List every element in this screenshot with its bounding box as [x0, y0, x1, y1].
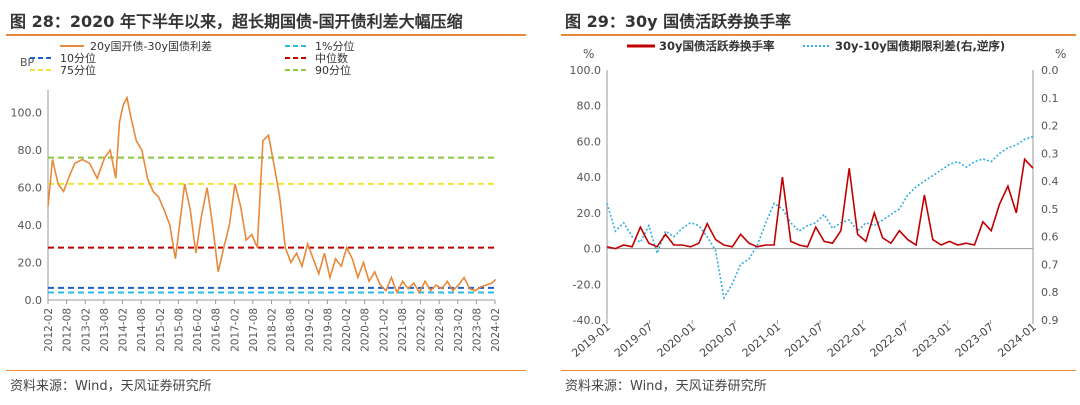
- left-source: 资料来源：Wind，天风证券研究所: [10, 379, 212, 394]
- left-x-tick-label: 2012-08: [62, 308, 74, 352]
- right-x-tick-label: 2023-07: [953, 320, 997, 360]
- right-series-turnover-line: [606, 157, 1034, 250]
- left-x-tick-label: 2018-08: [285, 308, 297, 352]
- right-left-tick-label: 60.0: [577, 135, 602, 148]
- left-legend-label: 20y国开债-30y国债利差: [90, 39, 212, 53]
- right-title-rule: [561, 34, 1076, 36]
- left-legend-label: 90分位: [315, 63, 351, 77]
- left-y-tick-label: 0.0: [25, 294, 43, 307]
- left-title-text: 2020 年下半年以来，超长期国债-国开债利差大幅压缩: [69, 12, 463, 31]
- right-x-tick-label: 2023-01: [910, 320, 954, 360]
- left-legend-label: 10分位: [60, 51, 96, 65]
- left-chart-panel: 图 28：2020 年下半年以来，超长期国债-国开债利差大幅压缩 BP 0.0 20…: [0, 0, 530, 405]
- right-left-tick-label: 40.0: [577, 171, 602, 184]
- right-chart: % % -40.0 -20.0 0.0 20.0 40.0 60.0 80.0 100.0 0.0 0…: [569, 39, 1066, 360]
- right-x-tick-label: 2022-07: [868, 320, 912, 360]
- left-x-tick-label: 2022-02: [416, 308, 428, 352]
- left-x-tick-label: 2012-02: [43, 308, 55, 352]
- left-x-tick-label: 2020-08: [360, 308, 372, 352]
- right-right-tick-label: 0.7: [1041, 258, 1059, 271]
- right-left-unit-label: %: [583, 47, 594, 61]
- left-source-rule: [6, 370, 526, 371]
- left-y-tick-label: 80.0: [18, 144, 43, 157]
- right-right-tick-label: 0.9: [1041, 314, 1059, 327]
- right-x-tick-label: 2020-01: [655, 320, 699, 360]
- left-x-tick-label: 2021-08: [397, 308, 409, 352]
- right-legend-label-spread: 30y-10y国债期限利差(右,逆序): [835, 39, 1005, 53]
- left-x-tick-label: 2014-08: [136, 308, 148, 352]
- left-x-tick-label: 2023-02: [453, 308, 465, 352]
- left-legend-label: 75分位: [60, 63, 96, 77]
- right-right-tick-label: 0.2: [1041, 120, 1059, 133]
- left-x-tick-label: 2015-08: [173, 308, 185, 352]
- left-x-tick-label: 2017-02: [229, 308, 241, 352]
- right-right-tick-label: 0.3: [1041, 147, 1059, 160]
- right-legend-label-turnover: 30y国债活跃券换手率: [659, 39, 775, 53]
- right-series-spread-line: [606, 135, 1034, 301]
- right-title-text: 30y 国债活跃券换手率: [624, 12, 792, 31]
- left-x-tick-label: 2024-02: [490, 308, 502, 352]
- right-x-tick-label: 2020-07: [697, 320, 741, 360]
- right-x-tick-label: 2024-01: [995, 320, 1039, 360]
- left-x-tick-label: 2013-02: [80, 308, 92, 352]
- left-x-tick-label: 2019-08: [322, 308, 334, 352]
- left-x-tick-label: 2023-08: [471, 308, 483, 352]
- right-x-tick-label: 2022-01: [825, 320, 869, 360]
- right-right-tick-label: 0.4: [1041, 175, 1059, 188]
- left-x-tick-label: 2014-02: [118, 308, 130, 352]
- right-right-tick-label: 0.5: [1041, 203, 1059, 216]
- right-right-tick-label: 0.8: [1041, 286, 1059, 299]
- left-chart: BP 0.0 20.0 40.0 60.0 80.0 100.0 2012-02 2012-08…: [11, 39, 503, 352]
- left-x-tick-label: 2021-02: [378, 308, 390, 352]
- right-figure-label: 图 29：: [565, 12, 625, 31]
- right-x-tick-label: 2021-01: [740, 320, 784, 360]
- right-x-tick-label: 2021-07: [782, 320, 826, 360]
- right-right-unit-label: %: [1055, 47, 1066, 61]
- left-x-tick-label: 2018-02: [267, 308, 279, 352]
- right-chart-panel: 图 29：30y 国债活跃券换手率 %% -40.0 -20.0 0.0 20.0 40.…: [555, 0, 1080, 405]
- right-left-tick-label: 0.0: [584, 243, 602, 256]
- left-x-tick-label: 2016-08: [211, 308, 223, 352]
- left-x-tick-label: 2016-02: [192, 308, 204, 352]
- right-source: 资料来源：Wind，天风证券研究所: [565, 379, 767, 394]
- left-y-tick-label: 100.0: [11, 107, 43, 120]
- left-x-tick-label: 2013-08: [99, 308, 111, 352]
- left-x-tick-label: 2020-02: [341, 308, 353, 352]
- left-x-tick-label: 2015-02: [155, 308, 167, 352]
- left-y-tick-label: 40.0: [18, 219, 43, 232]
- right-right-tick-label: 0.1: [1041, 92, 1059, 105]
- left-legend-label: 中位数: [315, 51, 348, 65]
- right-right-tick-label: 0.6: [1041, 231, 1059, 244]
- left-chart-title: 图 28：2020 年下半年以来，超长期国债-国开债利差大幅压缩: [10, 8, 463, 32]
- left-title-rule: [6, 34, 526, 36]
- right-right-tick-label: 0.0: [1041, 64, 1059, 77]
- left-y-tick-label: 60.0: [18, 182, 43, 195]
- left-legend-label: 1%分位: [315, 39, 354, 53]
- left-x-tick-label: 2019-02: [304, 308, 316, 352]
- right-x-tick-label: 2019-07: [612, 320, 656, 360]
- left-y-tick-label: 20.0: [18, 257, 43, 270]
- left-x-tick-label: 2017-08: [248, 308, 260, 352]
- right-left-tick-label: 80.0: [577, 100, 602, 113]
- right-left-tick-label: -20.0: [573, 278, 601, 291]
- right-source-rule: [561, 370, 1076, 371]
- right-left-tick-label: 100.0: [570, 64, 602, 77]
- right-left-tick-label: -40.0: [573, 314, 601, 327]
- left-x-tick-label: 2022-08: [434, 308, 446, 352]
- left-y-unit-label: BP: [20, 56, 35, 69]
- left-figure-label: 图 28：: [10, 12, 70, 31]
- right-left-tick-label: 20.0: [577, 207, 602, 220]
- left-series-spread-line: [47, 95, 497, 295]
- right-chart-title: 图 29：30y 国债活跃券换手率: [565, 8, 791, 32]
